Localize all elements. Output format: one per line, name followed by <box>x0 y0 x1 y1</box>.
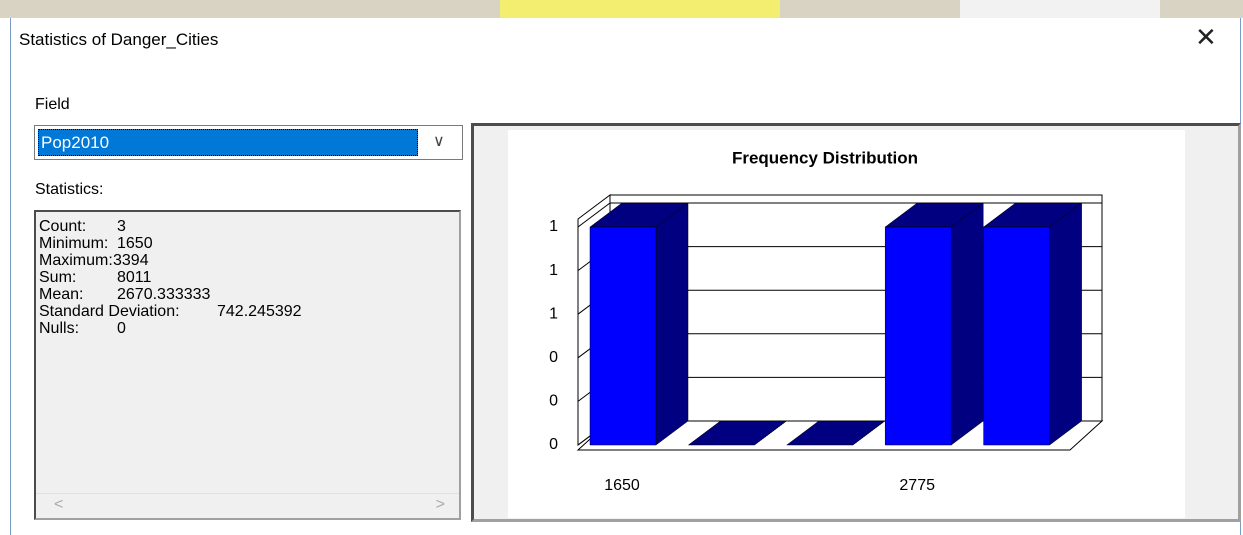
horizontal-scrollbar[interactable]: < > <box>36 493 459 518</box>
bar <box>786 420 886 446</box>
stat-name: Nulls: <box>39 320 80 337</box>
y-tick-label: 1 <box>549 218 558 235</box>
bar <box>687 420 788 446</box>
close-button[interactable]: ✕ <box>1195 22 1217 52</box>
stat-name: Sum: <box>39 269 77 286</box>
dialog-title: Statistics of Danger_Cities <box>19 30 219 49</box>
bar <box>884 202 984 446</box>
y-tick-label: 0 <box>549 349 558 366</box>
stat-row: Minimum: 1650 <box>39 235 180 252</box>
stat-name: Mean: <box>39 286 84 303</box>
stat-value: 3 <box>117 218 126 235</box>
stat-name: Standard Deviation: <box>39 303 180 320</box>
dropdown-arrow: ∨ <box>433 133 445 150</box>
stat-row: Count: 3 <box>39 218 180 235</box>
x-tick-label: 1650 <box>604 477 640 494</box>
stat-row: Nulls: 0 <box>39 320 180 337</box>
stat-name: Count: <box>39 218 87 235</box>
field-label: Field <box>35 96 70 113</box>
x-tick-label: 2775 <box>899 477 935 494</box>
bar-face <box>687 420 788 446</box>
field-dropdown[interactable]: Pop2010 ∨ <box>34 125 463 160</box>
bar-face <box>884 226 952 446</box>
dropdown-value: Pop2010 <box>38 129 418 156</box>
stat-name: Minimum: <box>39 235 109 252</box>
background-map <box>0 0 1243 18</box>
statistics-label: Statistics: <box>35 181 104 198</box>
stat-row: Standard Deviation: 742.245392 <box>39 303 302 320</box>
bar-face <box>983 226 1050 446</box>
stat-value: 1650 <box>117 235 153 252</box>
statistics-box: Count: 3 Minimum: 1650 Maximum: 3394 Sum: 8011 M… <box>34 210 461 520</box>
stat-row: Mean: 2670.333333 <box>39 286 210 303</box>
y-tick-label: 0 <box>549 436 558 453</box>
stat-value: 3394 <box>113 252 149 269</box>
stat-name: Maximum: <box>39 252 113 269</box>
stat-row: Sum: 8011 <box>39 269 180 286</box>
y-tick-label: 1 <box>549 305 558 322</box>
stat-value: 0 <box>117 320 126 337</box>
stat-value: 8011 <box>117 269 152 286</box>
map-feature <box>960 0 1160 18</box>
stat-value: 2670.333333 <box>117 286 211 303</box>
bar-face <box>589 226 657 446</box>
y-tick-label: 0 <box>549 393 558 410</box>
stat-value: 742.245392 <box>217 303 302 320</box>
chart-title: Frequency Distribution <box>732 148 918 167</box>
y-tick-label: 1 <box>549 262 558 279</box>
bar-face <box>786 420 886 446</box>
statistics-list: Count: 3 Minimum: 1650 Maximum: 3394 Sum: 8011 M… <box>39 218 302 337</box>
stat-row: Maximum: 3394 <box>39 252 180 269</box>
bar <box>589 202 689 446</box>
bar-face <box>950 202 984 446</box>
bar <box>982 202 1083 446</box>
bar-face <box>1049 202 1082 446</box>
map-feature <box>500 0 780 18</box>
bar-face <box>655 202 689 446</box>
